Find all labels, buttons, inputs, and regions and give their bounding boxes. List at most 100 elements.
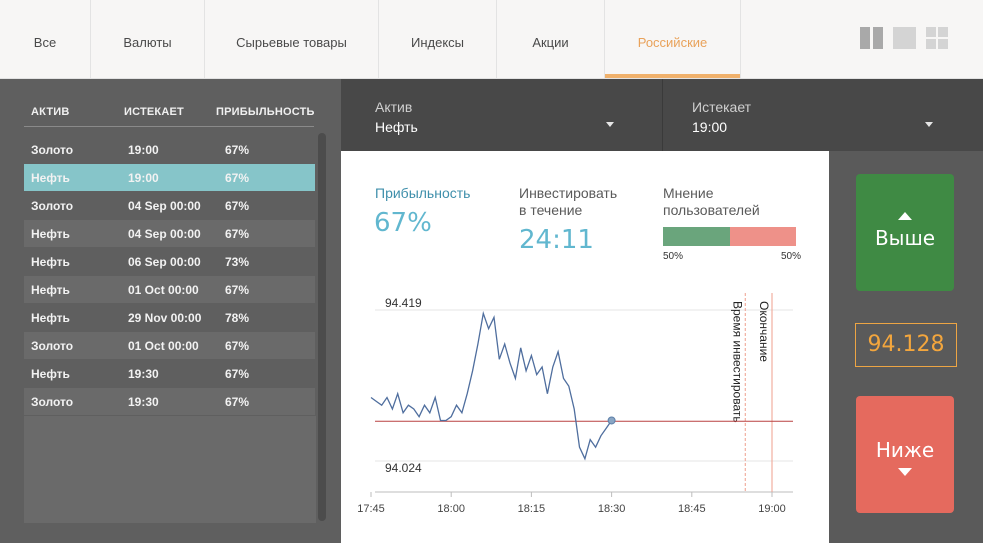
row-expires: 19:30	[128, 395, 159, 409]
row-expires: 29 Nov 00:00	[128, 311, 202, 325]
invest-timer: 24:11	[519, 225, 594, 255]
profit-label: Прибыльность	[375, 185, 471, 201]
opinion-right-pct: 50%	[781, 251, 802, 262]
row-asset: Золото	[31, 199, 74, 213]
column-header-profit[interactable]: ПРИБЫЛЬНОСТЬ	[216, 106, 315, 118]
row-profit: 67%	[225, 339, 250, 353]
chart-card: Прибыльность 67% Инвестировать в течение…	[341, 151, 829, 543]
row-profit: 78%	[225, 311, 250, 325]
profit-value: 67%	[374, 208, 432, 238]
expiry-dropdown[interactable]: Истекает 19:00	[663, 79, 983, 151]
y-label-low: 94.024	[385, 461, 422, 475]
row-profit: 67%	[225, 395, 250, 409]
tab-currencies[interactable]: Валюты	[91, 0, 205, 78]
row-asset: Нефть	[31, 311, 70, 325]
row-asset: Нефть	[31, 227, 70, 241]
arrow-down-icon	[898, 468, 912, 476]
price-chart[interactable]: 94.419 94.024 17:45 18:00 18:15 18:30 18:45 19:…	[341, 281, 829, 543]
trade-action-panel: Выше 94.128 Ниже	[829, 151, 983, 543]
invest-deadline-label: Время инвестировать	[730, 301, 744, 423]
column-header-asset[interactable]: АКТИВ	[31, 106, 70, 118]
table-row[interactable]: Золото 01 Oct 00:00 67%	[24, 332, 315, 359]
table-row-selected[interactable]: Нефть 19:00 67%	[24, 164, 315, 191]
price-series-line	[370, 310, 613, 461]
row-asset: Нефть	[31, 255, 70, 269]
table-empty-area	[24, 416, 316, 523]
y-label-high: 94.419	[385, 296, 422, 310]
chevron-down-icon	[606, 122, 614, 127]
row-profit: 67%	[225, 143, 250, 157]
opinion-label-line1: Мнение	[663, 185, 714, 201]
selector-bar: Актив Нефть Истекает 19:00	[341, 79, 983, 151]
invest-label-line1: Инвестировать	[519, 185, 618, 201]
table-row[interactable]: Нефть 06 Sep 00:00 73%	[24, 248, 315, 275]
row-expires: 01 Oct 00:00	[128, 339, 199, 353]
lower-button-label: Ниже	[875, 438, 935, 462]
x-tick-label: 18:00	[437, 503, 465, 515]
table-row[interactable]: Золото 19:00 67%	[24, 136, 315, 163]
row-expires: 01 Oct 00:00	[128, 283, 199, 297]
row-expires: 19:00	[128, 171, 159, 185]
table-row[interactable]: Нефть 29 Nov 00:00 78%	[24, 304, 315, 331]
table-row[interactable]: Нефть 01 Oct 00:00 67%	[24, 276, 315, 303]
asset-dropdown-label: Актив	[375, 99, 413, 115]
row-expires: 19:00	[128, 143, 159, 157]
table-row[interactable]: Нефть 04 Sep 00:00 67%	[24, 220, 315, 247]
current-price-point	[607, 416, 616, 425]
row-profit: 67%	[225, 283, 250, 297]
opinion-bar	[663, 227, 796, 246]
grid-view-icon[interactable]	[926, 27, 948, 49]
table-row[interactable]: Золото 19:30 67%	[24, 388, 315, 415]
row-profit: 67%	[225, 367, 250, 381]
row-expires: 04 Sep 00:00	[128, 227, 201, 241]
chevron-down-icon	[925, 122, 933, 127]
row-profit: 67%	[225, 171, 250, 185]
opinion-bar-buy	[663, 227, 730, 246]
row-asset: Нефть	[31, 367, 70, 381]
opinion-label: Мнение пользователей	[663, 185, 760, 219]
asset-list-panel: АКТИВ ИСТЕКАЕТ ПРИБЫЛЬНОСТЬ Золото 19:00…	[0, 79, 341, 543]
opinion-left-pct: 50%	[663, 251, 684, 262]
expiry-dropdown-value: 19:00	[692, 119, 728, 135]
opinion-label-line2: пользователей	[663, 202, 760, 218]
row-expires: 19:30	[128, 367, 159, 381]
invest-label-line2: в течение	[519, 202, 583, 218]
row-asset: Золото	[31, 143, 74, 157]
x-tick-label: 19:00	[758, 503, 786, 515]
row-profit: 67%	[225, 199, 250, 213]
tab-all[interactable]: Все	[0, 0, 91, 78]
expiry-label: Окончание	[757, 301, 771, 362]
x-tick-label: 18:15	[518, 503, 546, 515]
arrow-up-icon	[898, 212, 912, 220]
category-tab-bar: Все Валюты Сырьевые товары Индексы Акции…	[0, 0, 983, 79]
row-asset: Нефть	[31, 171, 70, 185]
table-row[interactable]: Золото 04 Sep 00:00 67%	[24, 192, 315, 219]
opinion-bar-sell	[730, 227, 796, 246]
column-header-expires[interactable]: ИСТЕКАЕТ	[124, 106, 184, 118]
lower-button[interactable]: Ниже	[856, 396, 954, 513]
asset-dropdown[interactable]: Актив Нефть	[341, 79, 663, 151]
row-profit: 73%	[225, 255, 250, 269]
header-divider	[24, 126, 314, 127]
tab-indices[interactable]: Индексы	[379, 0, 497, 78]
asset-dropdown-value: Нефть	[375, 119, 418, 135]
expiry-dropdown-label: Истекает	[692, 99, 752, 115]
row-asset: Золото	[31, 395, 74, 409]
higher-button-label: Выше	[874, 226, 936, 250]
tab-russian[interactable]: Российские	[605, 0, 741, 78]
row-expires: 04 Sep 00:00	[128, 199, 201, 213]
tab-commodities[interactable]: Сырьевые товары	[205, 0, 379, 78]
table-scrollbar[interactable]	[318, 133, 326, 521]
table-row[interactable]: Нефть 19:30 67%	[24, 360, 315, 387]
two-column-view-icon[interactable]	[860, 27, 884, 49]
higher-button[interactable]: Выше	[856, 174, 954, 291]
row-profit: 67%	[225, 227, 250, 241]
single-view-icon[interactable]	[893, 27, 916, 49]
invest-label: Инвестировать в течение	[519, 185, 617, 219]
row-asset: Золото	[31, 339, 74, 353]
tab-stocks[interactable]: Акции	[497, 0, 605, 78]
x-tick-label: 17:45	[357, 503, 385, 515]
x-tick-label: 18:45	[678, 503, 706, 515]
x-tick-label: 18:30	[598, 503, 626, 515]
